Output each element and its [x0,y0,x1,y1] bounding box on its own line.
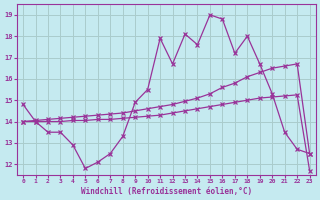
X-axis label: Windchill (Refroidissement éolien,°C): Windchill (Refroidissement éolien,°C) [81,187,252,196]
